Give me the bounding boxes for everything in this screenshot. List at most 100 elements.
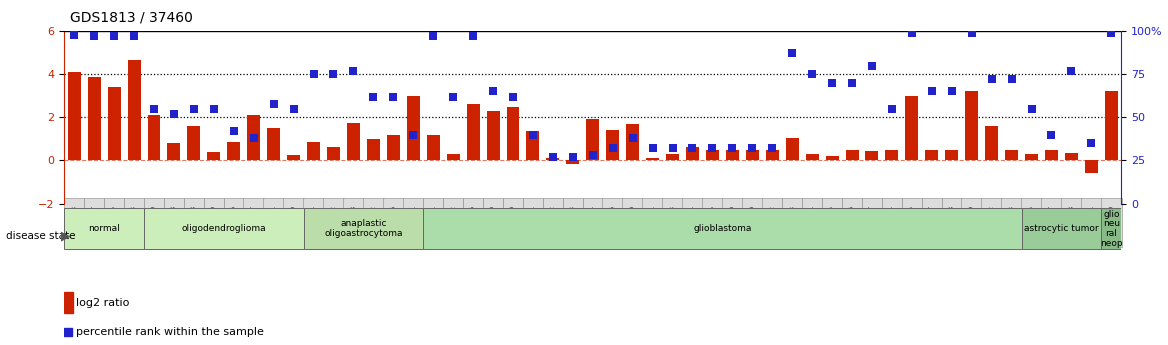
Text: normal: normal [89,224,120,233]
Bar [705,150,719,160]
Point [563,154,582,160]
Point [264,101,283,106]
Bar [965,91,978,160]
Bar [167,143,180,160]
Bar [107,87,120,160]
Point [1042,132,1061,137]
Point [364,94,383,99]
Point [822,80,841,86]
Point [464,33,482,39]
FancyBboxPatch shape [144,208,304,249]
Point [304,71,322,77]
Point [1101,30,1120,36]
Point [105,33,124,39]
Point [503,94,522,99]
Point [244,135,263,141]
Bar [507,107,520,160]
Bar [307,142,320,160]
Point [65,32,84,37]
Bar [1045,150,1058,160]
Point [444,94,463,99]
Bar [64,292,72,313]
Point [584,152,603,158]
Bar [725,150,739,160]
Text: glio
neu
ral
neop: glio neu ral neop [1100,209,1122,248]
Bar [666,154,679,160]
Point [903,30,922,36]
Point [60,329,78,335]
Point [185,106,203,111]
Text: percentile rank within the sample: percentile rank within the sample [76,327,264,337]
Bar [147,115,160,160]
Point [883,106,902,111]
Bar [527,131,540,160]
FancyBboxPatch shape [1022,208,1101,249]
Bar [746,150,759,160]
Bar [686,148,698,160]
Text: GDS1813 / 37460: GDS1813 / 37460 [70,10,193,24]
Text: anaplastic
oligoastrocytoma: anaplastic oligoastrocytoma [325,219,403,238]
Point [644,146,662,151]
Bar [1105,91,1118,160]
Point [763,146,781,151]
Point [863,63,882,68]
Bar [327,148,340,160]
Bar [786,138,799,160]
Bar [806,154,819,160]
Bar [287,155,300,160]
FancyBboxPatch shape [1101,208,1121,249]
Bar [846,150,858,160]
Point [982,77,1001,82]
Bar [466,104,480,160]
Text: disease state: disease state [6,231,76,241]
Point [404,132,423,137]
Text: ▶: ▶ [61,230,70,243]
Point [424,33,443,39]
Bar [985,126,999,160]
Point [683,146,702,151]
Text: log2 ratio: log2 ratio [76,298,130,308]
Bar [606,130,619,160]
FancyBboxPatch shape [304,208,423,249]
Point [204,106,223,111]
Point [125,33,144,39]
Point [325,71,343,77]
Point [604,146,623,151]
Point [663,146,682,151]
Point [484,89,502,94]
Point [1062,68,1080,73]
Bar [586,119,599,160]
Bar [945,150,958,160]
Bar [208,152,221,160]
Point [802,71,821,77]
Bar [1085,160,1098,173]
Text: oligodendroglioma: oligodendroglioma [181,224,266,233]
Bar [905,96,918,160]
Bar [88,77,100,160]
Point [703,146,722,151]
Point [624,135,642,141]
Bar [426,135,439,160]
Bar [406,96,419,160]
Point [783,51,801,56]
Point [523,132,542,137]
Bar [626,124,639,160]
FancyBboxPatch shape [423,208,1022,249]
Text: astrocytic tumor: astrocytic tumor [1024,224,1099,233]
Point [962,30,981,36]
Point [943,89,961,94]
Bar [865,151,878,160]
Point [145,106,164,111]
Bar [885,150,898,160]
Bar [68,72,81,160]
Bar [248,115,260,160]
Bar [487,111,500,160]
Point [85,33,104,39]
Point [224,128,243,134]
Point [743,146,762,151]
Point [1002,77,1021,82]
Bar [387,135,399,160]
Point [842,80,861,86]
Bar [1065,153,1078,160]
Point [284,106,303,111]
